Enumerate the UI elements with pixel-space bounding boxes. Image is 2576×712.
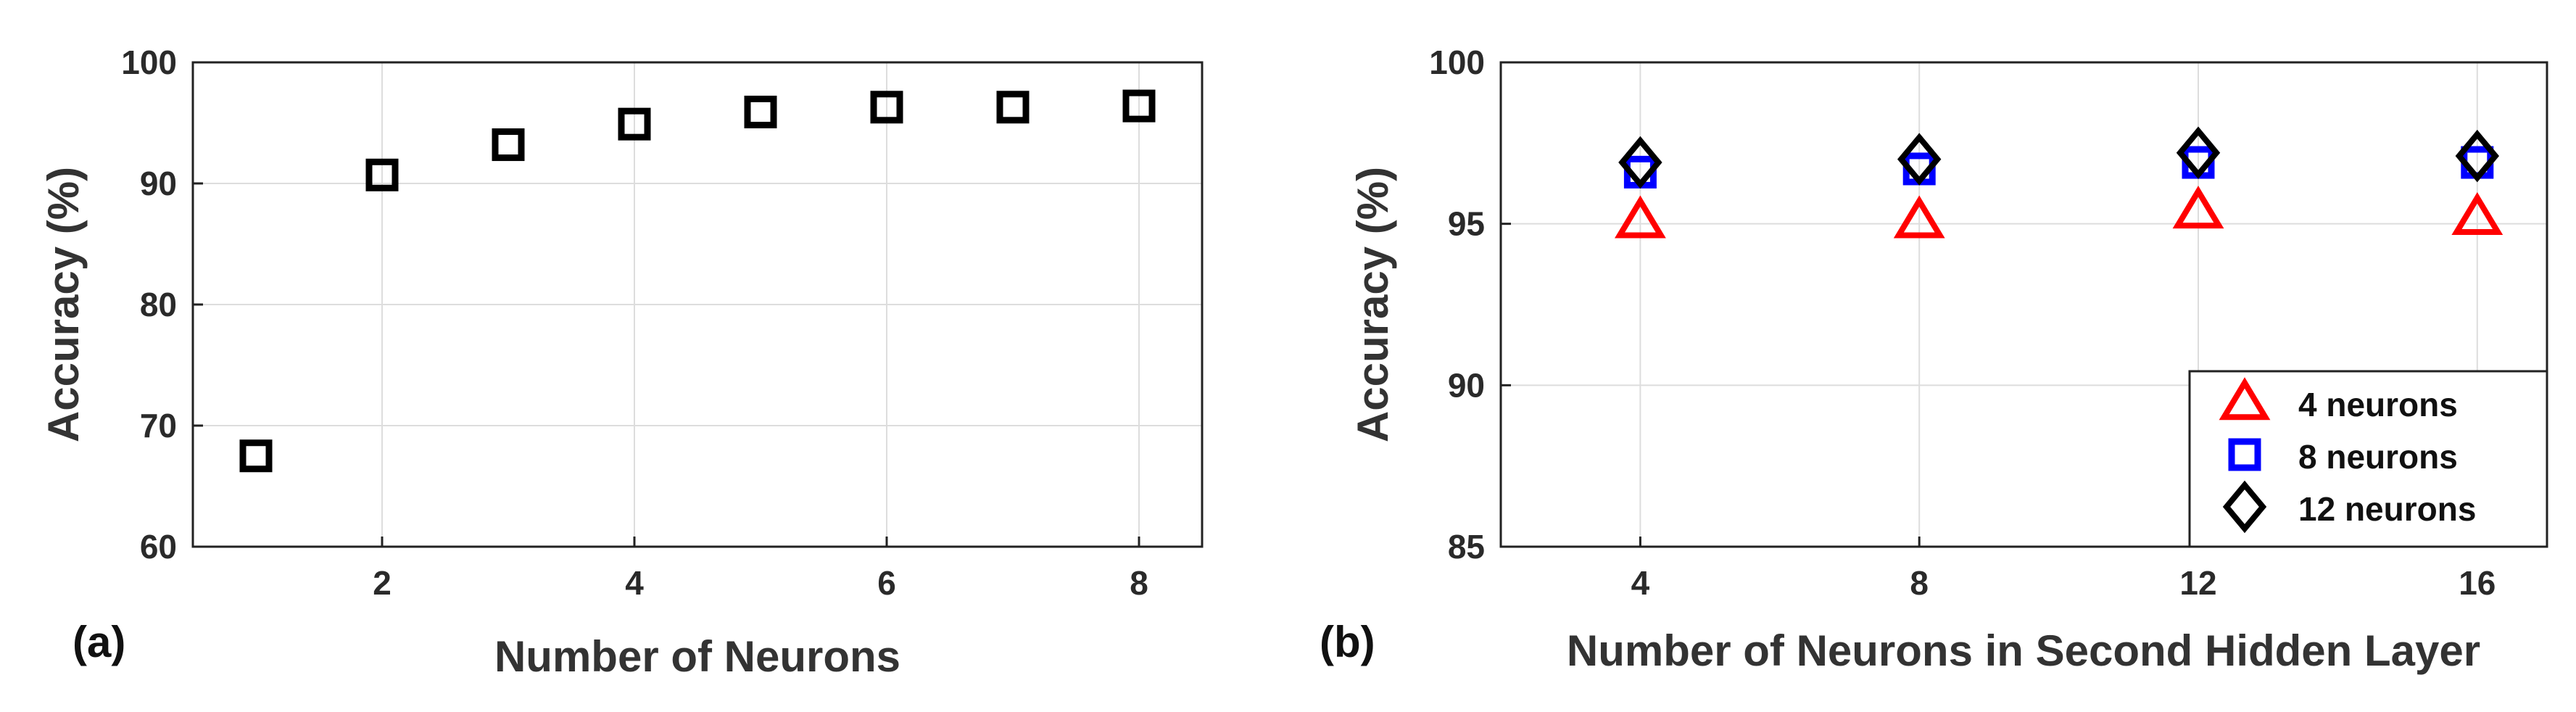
y-tick-label: 100	[121, 44, 177, 81]
x-tick-label: 16	[2459, 564, 2496, 602]
data-point-triangle	[2172, 186, 2224, 229]
x-tick-label: 6	[877, 564, 896, 602]
x-tick-labels: 2 4 6 8	[373, 564, 1148, 602]
y-tick-label: 100	[1429, 44, 1485, 81]
data-point-square	[492, 128, 525, 162]
data-point-diamond	[1897, 133, 1942, 186]
legend-marker	[2228, 438, 2261, 471]
legend-marker	[2222, 480, 2267, 534]
data-point-square	[365, 158, 399, 191]
legend-item-4-neurons: 4 neurons	[2219, 377, 2458, 423]
data-point-triangle	[1893, 195, 1945, 239]
data-point-square	[744, 95, 777, 128]
data-point-square	[618, 107, 651, 141]
y-axis-label: Accuracy (%)	[39, 167, 88, 442]
y-tick-label: 95	[1448, 205, 1485, 243]
plot-frame	[191, 61, 1204, 548]
grid-lines	[193, 62, 1202, 547]
data-point-diamond	[2176, 126, 2221, 179]
data-point-square	[239, 439, 273, 473]
data-point-triangle	[2451, 191, 2503, 236]
legend-label: 4 neurons	[2298, 386, 2458, 423]
legend-marker	[2219, 377, 2271, 421]
y-tick-label: 80	[140, 286, 177, 323]
data-point-square	[870, 91, 903, 124]
y-tick-label: 90	[1448, 366, 1485, 404]
panel-label-a: (a)	[73, 618, 125, 666]
y-tick-label: 90	[140, 165, 177, 202]
data-point-square	[1122, 89, 1156, 123]
x-tick-label: 12	[2179, 564, 2216, 602]
data-point-diamond	[1618, 136, 1662, 189]
x-axis-label: Number of Neurons in Second Hidden Layer	[1567, 626, 2480, 675]
legend-label: 8 neurons	[2298, 438, 2458, 476]
data-point-triangle	[1614, 195, 1666, 239]
legend-box	[2188, 370, 2548, 548]
x-tick-label: 8	[1910, 564, 1929, 602]
legend-marker-triangle	[2219, 377, 2271, 421]
y-tick-label: 60	[140, 528, 177, 566]
y-tick-label: 85	[1448, 528, 1485, 566]
x-tick-label: 2	[373, 564, 392, 602]
x-tick-label: 8	[1130, 564, 1148, 602]
panel-label-b: (b)	[1320, 618, 1375, 666]
y-axis-label: Accuracy (%)	[1349, 167, 1397, 442]
x-tick-label: 4	[1631, 564, 1650, 602]
data-points	[1501, 61, 2503, 548]
legend-item-8-neurons: 8 neurons	[2228, 438, 2458, 476]
legend: 4 neurons 8 neurons 12 neurons	[2188, 370, 2548, 548]
x-tick-labels: 4 8 12 16	[1631, 564, 2496, 602]
legend-marker-diamond	[2222, 480, 2267, 534]
legend-marker-square	[2228, 438, 2261, 471]
x-tick-label: 4	[625, 564, 644, 602]
x-axis-label: Number of Neurons	[494, 632, 900, 681]
legend-item-12-neurons: 12 neurons	[2222, 480, 2476, 534]
y-tick-labels: 85 90 95 100	[1429, 44, 1485, 566]
plot-frame	[1499, 61, 2548, 548]
legend-label: 12 neurons	[2298, 490, 2476, 528]
data-point-square	[996, 91, 1030, 124]
y-tick-label: 70	[140, 407, 177, 444]
data-point-diamond	[2455, 129, 2500, 183]
chart-panel-b: 4 8 12 16 85 90 95 100 Number of Neurons in Se…	[1320, 44, 2548, 675]
chart-panel-a: 2 4 6 8 60 70 80 90 100 Number of Neurons Accur…	[39, 44, 1204, 681]
y-tick-labels: 60 70 80 90 100	[121, 44, 177, 566]
data-points	[193, 61, 1156, 548]
